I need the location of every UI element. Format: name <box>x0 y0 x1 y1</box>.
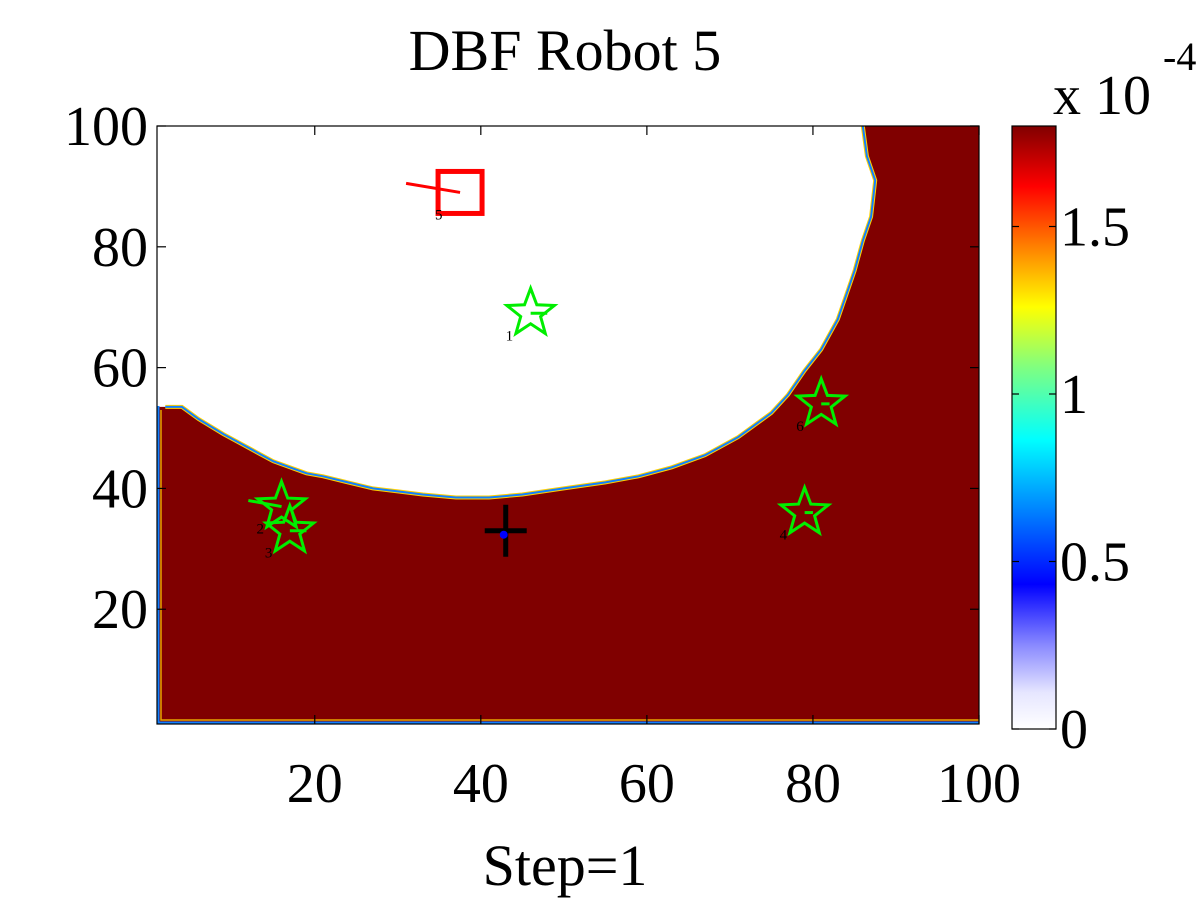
colorbar-exponent-label: x 10 <box>1053 65 1151 127</box>
field-border-left <box>157 406 979 724</box>
colorbar-ticks: 0 0.5 1 1.5 <box>1012 197 1130 761</box>
y-axis-ticks: 20 40 60 80 100 <box>64 96 979 641</box>
region-boundary-inner <box>165 126 877 499</box>
x-axis-label: Step=1 <box>483 833 648 898</box>
robot-star-marker <box>776 483 833 537</box>
x-tick-label: 100 <box>937 753 1021 815</box>
chart-title: DBF Robot 5 <box>409 18 722 83</box>
y-tick-label: 60 <box>92 338 148 400</box>
colorbar-gradient <box>1011 125 1057 730</box>
robot-star-marker <box>253 477 310 531</box>
y-tick-label: 40 <box>92 458 148 520</box>
x-tick-label: 80 <box>785 753 841 815</box>
robot-id-label: 4 <box>780 528 788 544</box>
colorbar-exponent-value: -4 <box>1163 34 1196 79</box>
x-tick-label: 40 <box>453 753 509 815</box>
y-tick-label: 100 <box>64 96 148 158</box>
colorbar-tick-label: 0 <box>1060 699 1088 761</box>
field-border-left-glow <box>160 410 979 721</box>
robot-id-label: 6 <box>796 419 804 435</box>
colorbar-tick-label: 0.5 <box>1060 532 1130 594</box>
robot-id-label: 5 <box>435 207 443 223</box>
robot-star-marker <box>502 284 559 337</box>
x-tick-label: 60 <box>619 753 675 815</box>
axes-frame <box>156 125 980 725</box>
robot-id-label: 3 <box>265 546 273 562</box>
x-tick-label: 20 <box>287 753 343 815</box>
robot-id-label: 2 <box>257 522 265 538</box>
active-robot-square-marker <box>435 168 485 216</box>
estimate-dot-marker <box>499 530 508 539</box>
robot-heading-line <box>405 181 461 194</box>
colorbar-tick-label: 1 <box>1060 364 1088 426</box>
robot-star-marker <box>793 374 850 428</box>
x-axis-ticks: 20 40 60 80 100 <box>287 126 1021 815</box>
y-tick-label: 80 <box>92 217 148 279</box>
robot-id-label: 1 <box>506 328 514 344</box>
colorbar-tick-label: 1.5 <box>1060 197 1130 259</box>
robot-star-marker <box>262 501 318 555</box>
y-tick-label: 20 <box>92 579 148 641</box>
colorbar: 0 0.5 1 1.5 x 10 -4 <box>1011 34 1196 761</box>
